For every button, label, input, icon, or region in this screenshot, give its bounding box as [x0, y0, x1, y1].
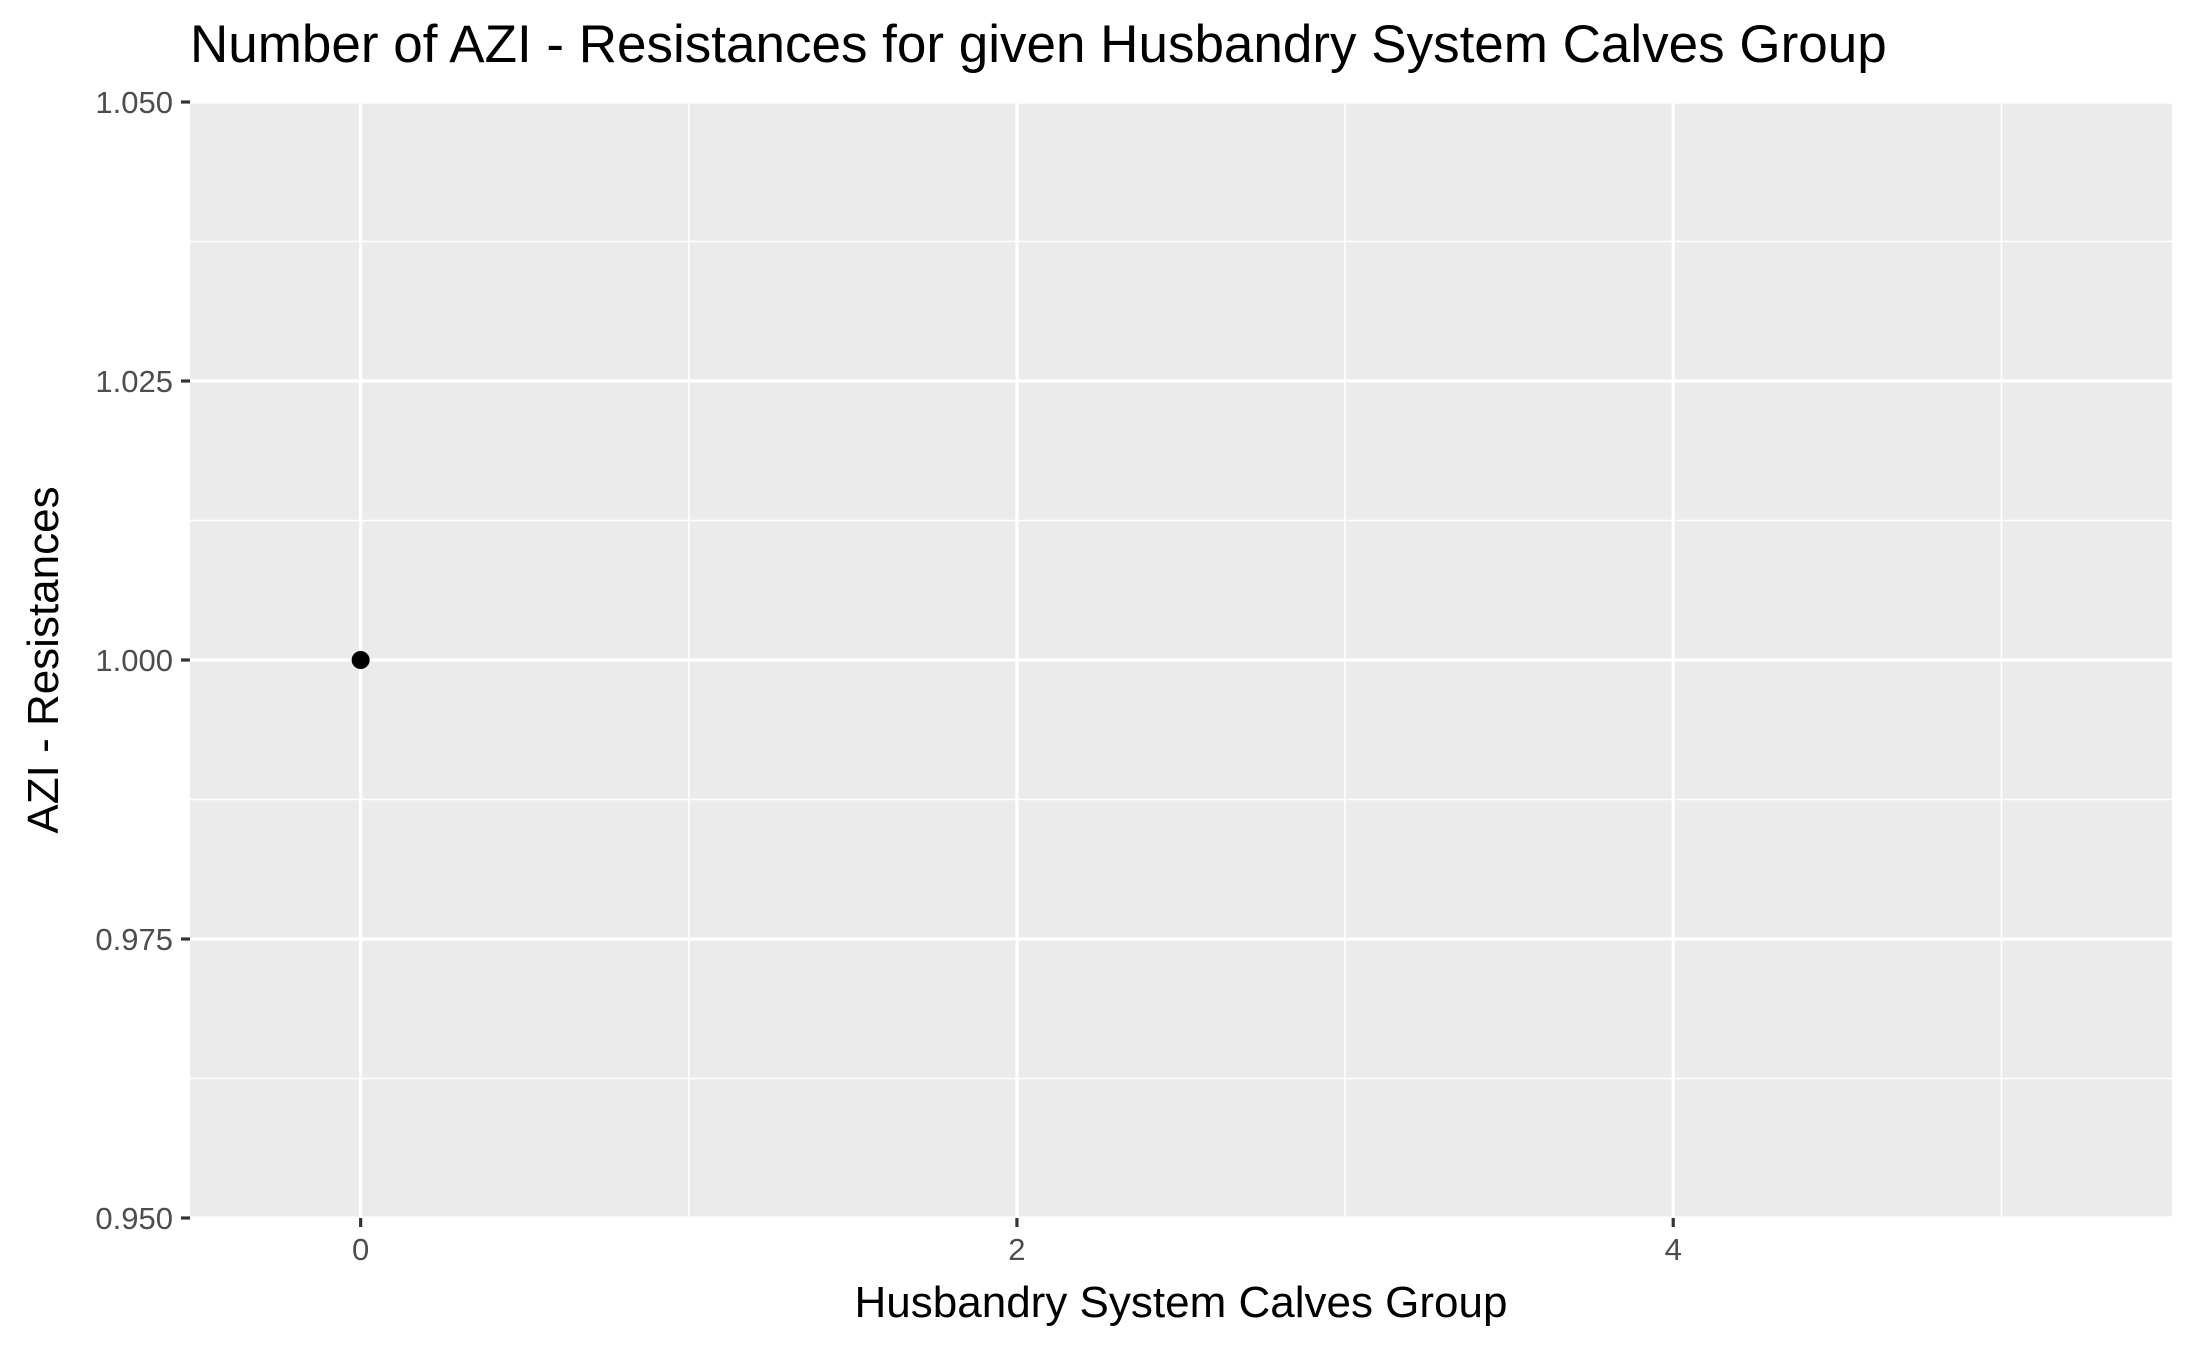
x-tick-label: 2 — [1008, 1232, 1025, 1267]
chart-title: Number of AZI - Resistances for given Hu… — [190, 15, 1887, 74]
y-tick-label: 0.950 — [95, 1201, 173, 1236]
major-gridlines — [190, 100, 2172, 1220]
x-axis-title: Husbandry System Calves Group — [855, 1278, 1508, 1327]
data-point — [351, 651, 370, 669]
y-tick-label: 1.050 — [95, 85, 173, 120]
x-tick-label: 4 — [1665, 1232, 1682, 1267]
data-points — [351, 651, 370, 669]
axes: 0 2 4 0.950 0.975 1.000 1.025 1.050 — [95, 85, 1681, 1267]
y-tick-label: 1.025 — [95, 364, 173, 399]
y-tick-label: 0.975 — [95, 922, 173, 957]
x-tick-label: 0 — [352, 1232, 369, 1267]
y-axis-title: AZI - Resistances — [19, 486, 68, 833]
y-tick-label: 1.000 — [95, 643, 173, 678]
